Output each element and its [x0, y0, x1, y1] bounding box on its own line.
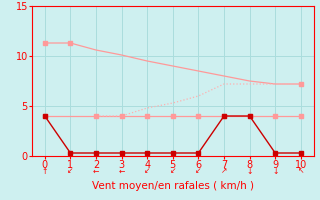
- Text: ↓: ↓: [246, 166, 253, 176]
- Text: ↙: ↙: [67, 166, 74, 176]
- Text: ↖: ↖: [298, 166, 304, 176]
- Text: ↓: ↓: [272, 166, 278, 176]
- X-axis label: Vent moyen/en rafales ( km/h ): Vent moyen/en rafales ( km/h ): [92, 181, 254, 191]
- Text: ↗: ↗: [221, 166, 227, 176]
- Text: ↙: ↙: [144, 166, 150, 176]
- Text: ↙: ↙: [195, 166, 202, 176]
- Text: ↙: ↙: [170, 166, 176, 176]
- Text: ←: ←: [93, 166, 99, 176]
- Text: ←: ←: [118, 166, 125, 176]
- Text: ↑: ↑: [42, 166, 48, 176]
